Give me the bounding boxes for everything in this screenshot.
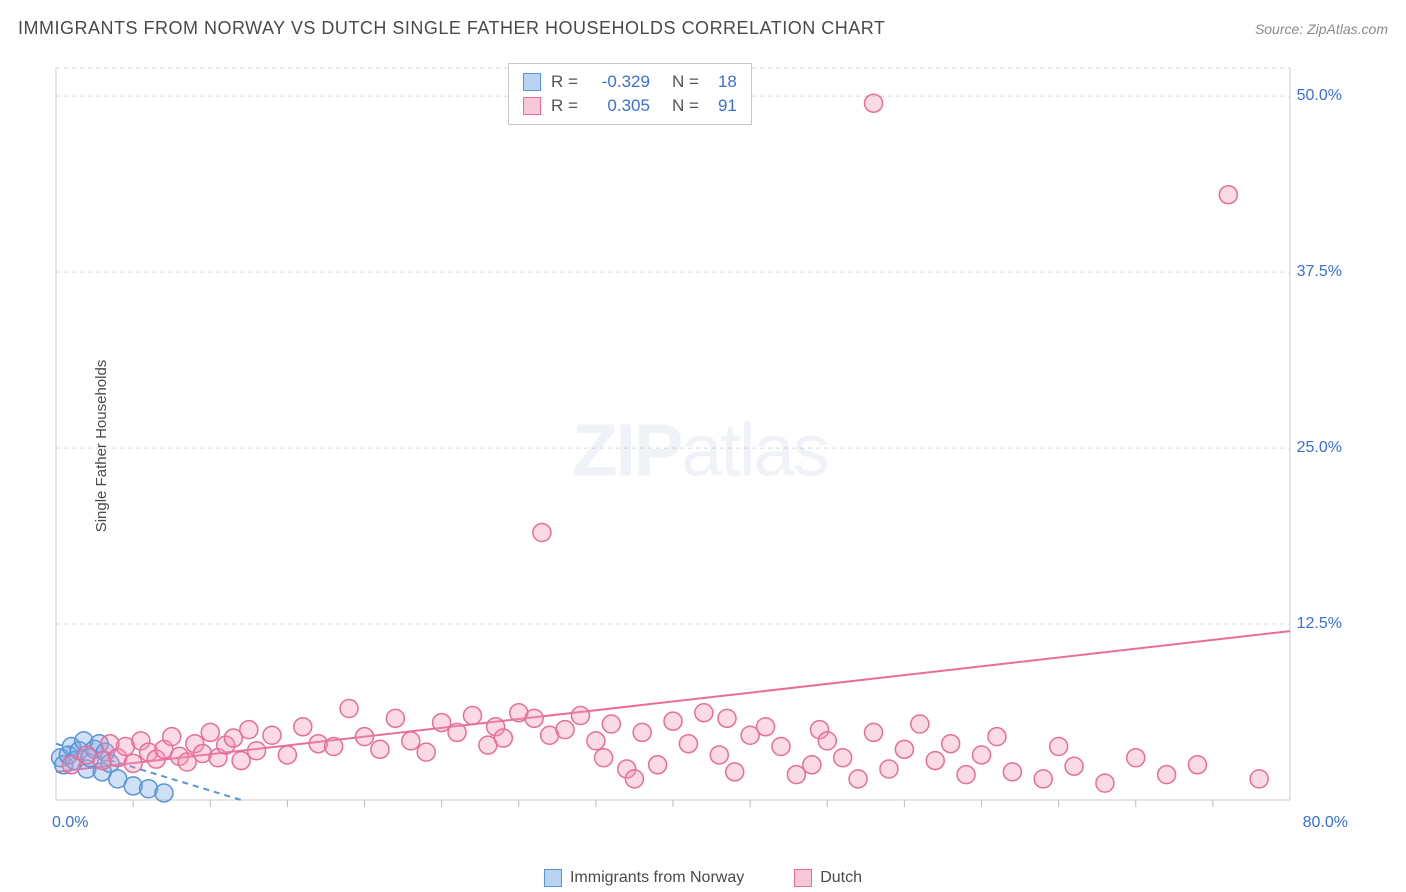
legend-item: Dutch (794, 869, 862, 887)
y-tick-label: 37.5% (1297, 263, 1342, 281)
stats-r-label: R = (551, 72, 578, 92)
series-legend: Immigrants from Norway Dutch (544, 869, 862, 887)
chart-title: IMMIGRANTS FROM NORWAY VS DUTCH SINGLE F… (18, 18, 885, 39)
stats-n-label: N = (672, 96, 699, 116)
y-tick-label: 12.5% (1297, 615, 1342, 633)
legend-swatch (794, 869, 812, 887)
stats-swatch (523, 97, 541, 115)
correlation-stats-box: R = -0.329 N = 18 R = 0.305 N = 91 (508, 63, 752, 125)
chart-header: IMMIGRANTS FROM NORWAY VS DUTCH SINGLE F… (18, 18, 1388, 39)
stats-r-value: -0.329 (588, 72, 650, 92)
stats-r-label: R = (551, 96, 578, 116)
legend-swatch (544, 869, 562, 887)
stats-row: R = 0.305 N = 91 (523, 94, 737, 118)
stats-n-value: 91 (709, 96, 737, 116)
legend-label: Dutch (820, 869, 862, 887)
x-axis-min-label: 0.0% (52, 814, 88, 832)
y-tick-label: 25.0% (1297, 439, 1342, 457)
plot-area: ZIPatlas R =-0.329N =18R =0.305N =91 12.… (50, 60, 1350, 840)
stats-row: R = -0.329 N = 18 (523, 70, 737, 94)
stats-n-label: N = (672, 72, 699, 92)
stats-swatch (523, 73, 541, 91)
source-attribution: Source: ZipAtlas.com (1255, 21, 1388, 37)
x-axis-max-label: 80.0% (1303, 814, 1348, 832)
y-tick-label: 50.0% (1297, 87, 1342, 105)
stats-n-value: 18 (709, 72, 737, 92)
stats-r-value: 0.305 (588, 96, 650, 116)
legend-item: Immigrants from Norway (544, 869, 744, 887)
scatter-chart-svg (50, 60, 1350, 840)
legend-label: Immigrants from Norway (570, 869, 744, 887)
